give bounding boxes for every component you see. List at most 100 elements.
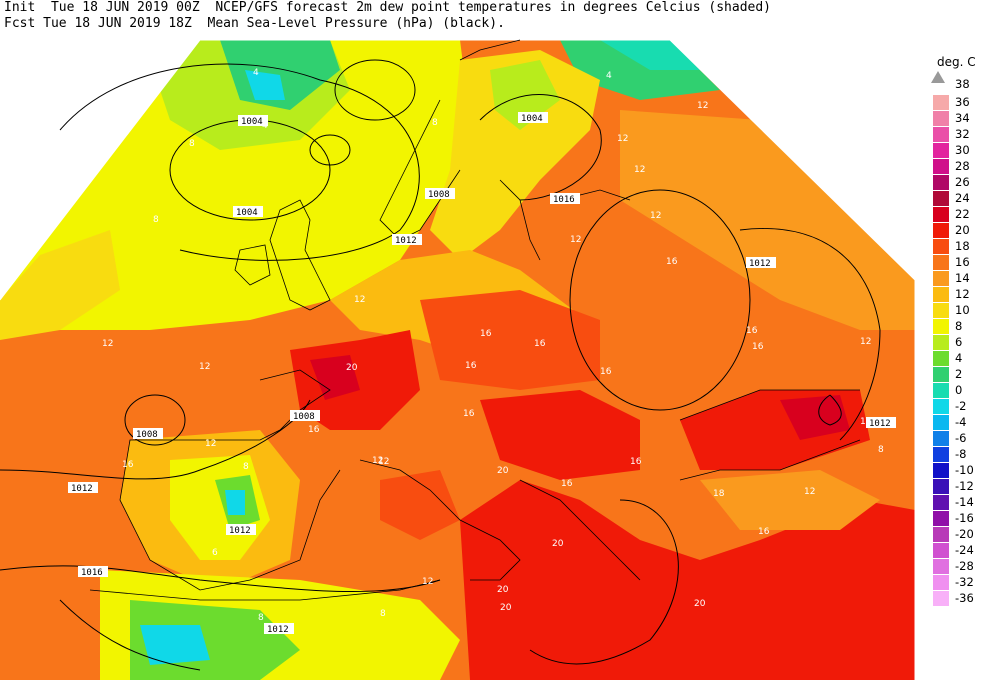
temp-label: 16: [860, 417, 872, 427]
legend-swatch: [933, 511, 949, 526]
temp-label: 12: [102, 339, 113, 349]
temp-label: 12: [617, 134, 628, 144]
legend-swatch: [933, 447, 949, 462]
legend-swatch: [933, 159, 949, 174]
temp-label: 4: [606, 71, 612, 81]
temp-label: 16: [758, 527, 770, 537]
shaded-field: [0, 40, 915, 680]
legend-level-label: 22: [955, 207, 970, 221]
legend-swatch: [933, 575, 949, 590]
isobar-label: 1008: [428, 190, 450, 200]
legend-level: 30: [933, 143, 993, 159]
temp-label: 20: [552, 539, 564, 549]
legend-level: 6: [933, 335, 993, 351]
legend-level-label: 8: [955, 319, 963, 333]
temp-label: 16: [534, 339, 546, 349]
temp-label: 20: [497, 585, 509, 595]
legend-level-label: 30: [955, 143, 970, 157]
legend-level-label: -2: [955, 399, 967, 413]
temp-label: 8: [878, 445, 884, 455]
temp-label: 16: [465, 361, 477, 371]
temp-label: 16: [752, 342, 764, 352]
legend-level: 24: [933, 191, 993, 207]
legend-level-label: 28: [955, 159, 970, 173]
legend-level: 36: [933, 95, 993, 111]
temp-label: 8: [243, 462, 249, 472]
temp-label: 12: [650, 211, 661, 221]
temp-label: 12: [860, 337, 871, 347]
isobar-label: 1004: [236, 208, 258, 218]
legend-level: 10: [933, 303, 993, 319]
legend-level-label: 16: [955, 255, 970, 269]
temp-label-layer: 4 4 8 8 12 12 12 12 12 16 16 16 16 16 16…: [102, 68, 884, 623]
isobar-label: 1008: [136, 430, 158, 440]
temp-label: 20: [500, 603, 512, 613]
legend-swatch: [933, 495, 949, 510]
temp-label: 12: [422, 577, 433, 587]
temp-label: 20: [694, 599, 706, 609]
legend-swatch: [933, 431, 949, 446]
isobar-label: 1012: [749, 259, 771, 269]
header-forecast-line: Fcst Tue 18 JUN 2019 18Z Mean Sea-Level …: [4, 16, 505, 31]
isobar-label: 1012: [395, 236, 417, 246]
legend-swatch: [933, 479, 949, 494]
legend-level: -14: [933, 495, 993, 511]
legend-level-label: -36: [955, 591, 974, 605]
legend-level-label: 2: [955, 367, 963, 381]
legend-level-label: -6: [955, 431, 967, 445]
isobar-label: 1016: [81, 568, 103, 578]
legend-level: 32: [933, 127, 993, 143]
legend-level: 16: [933, 255, 993, 271]
legend-level: -20: [933, 527, 993, 543]
legend-level: -24: [933, 543, 993, 559]
temp-label: 4: [262, 121, 268, 131]
legend-level-label: -14: [955, 495, 974, 509]
legend-swatch: [933, 287, 949, 302]
legend-swatch: [933, 351, 949, 366]
temp-label: 12: [199, 362, 210, 372]
legend-level: 8: [933, 319, 993, 335]
legend-level-label: 36: [955, 95, 970, 109]
legend-swatch: [933, 239, 949, 254]
temp-label: 8: [153, 215, 159, 225]
temp-label: 16: [122, 460, 134, 470]
dewpoint-map: 1004 1004 1004 1008 1016 1012 1012 1012 …: [0, 39, 916, 680]
legend-swatch: [933, 207, 949, 222]
isobars: [0, 59, 881, 671]
legend-level: 28: [933, 159, 993, 175]
temp-label: 12: [804, 487, 815, 497]
legend-level-label: 4: [955, 351, 963, 365]
isobar-label-layer: 1004 1004 1004 1008 1016 1012 1012 1012 …: [68, 112, 896, 635]
legend-level-label: 20: [955, 223, 970, 237]
legend-level-label: -32: [955, 575, 974, 589]
temp-label: 6: [212, 548, 218, 558]
legend-level: -36: [933, 591, 993, 607]
isobar-label: 1012: [71, 484, 93, 494]
legend-unit: deg. C: [937, 55, 976, 69]
legend-level: 12: [933, 287, 993, 303]
temp-label: 20: [346, 363, 358, 373]
legend-level-label: 6: [955, 335, 963, 349]
legend-level: -4: [933, 415, 993, 431]
legend-swatch: [933, 399, 949, 414]
legend-level: 26: [933, 175, 993, 191]
temp-label: 12: [378, 457, 389, 467]
temp-label: 12: [354, 295, 365, 305]
legend-level-label: 0: [955, 383, 963, 397]
coastlines: [89, 39, 861, 601]
isobar-label: 1012: [869, 419, 891, 429]
legend-level-label: 34: [955, 111, 970, 125]
temp-label: 18: [713, 489, 725, 499]
color-legend: deg. C 38 36 34 32 30 28 26 24 22 20 18 16 14 12 10 8 6…: [925, 55, 1000, 615]
legend-swatch: [933, 127, 949, 142]
temp-label: 16: [480, 329, 492, 339]
temp-label: 4: [253, 68, 259, 78]
temp-label: 20: [497, 466, 509, 476]
legend-level: 22: [933, 207, 993, 223]
legend-swatch: [933, 143, 949, 158]
temp-label: 16: [463, 409, 475, 419]
temp-label: 12: [205, 439, 216, 449]
legend-level: -12: [933, 479, 993, 495]
legend-swatch: [933, 175, 949, 190]
temp-label: 16: [630, 457, 642, 467]
